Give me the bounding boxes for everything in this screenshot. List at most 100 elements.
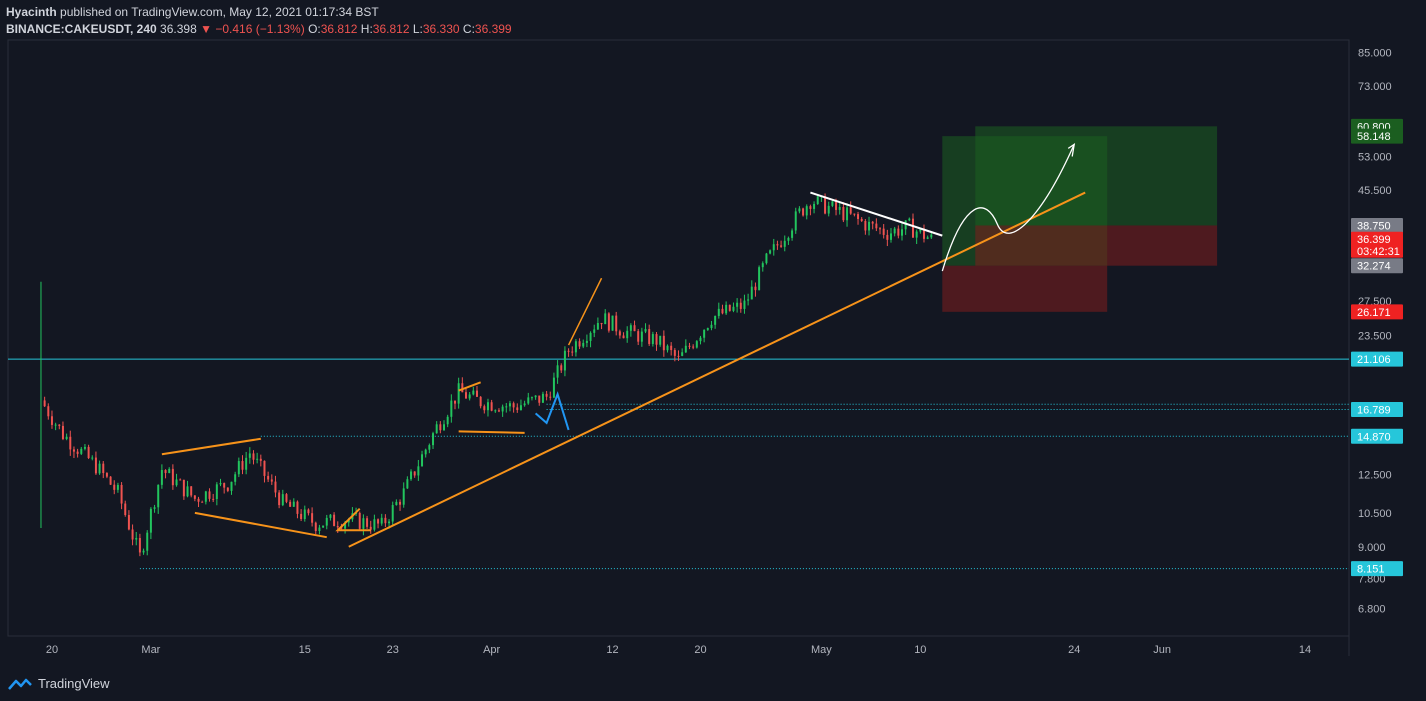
brand-name[interactable]: TradingView [38, 676, 110, 691]
candle-body [58, 424, 61, 426]
price-badge-bg [1351, 217, 1403, 233]
candle-body [149, 508, 152, 533]
candle-body [754, 286, 757, 291]
candle-body [523, 403, 526, 406]
candle-body [69, 436, 72, 450]
candle-body [50, 416, 53, 425]
y-tick-label: 12.500 [1358, 469, 1392, 481]
price-badge-bg [1351, 258, 1403, 274]
high-label: H: [360, 22, 373, 36]
candle-body [706, 328, 709, 330]
published-text: published on TradingView.com, May 12, 20… [60, 5, 379, 19]
candle-body [54, 424, 57, 426]
candle-body [571, 351, 574, 353]
candle-body [215, 484, 218, 500]
candle-body [648, 329, 651, 344]
x-tick-label: 10 [914, 644, 926, 656]
candle-body [549, 396, 552, 398]
candle-body [633, 325, 636, 332]
candle-body [292, 501, 295, 507]
candle-body [827, 205, 830, 214]
candle-body [237, 461, 240, 475]
candle-body [813, 204, 816, 209]
candle-body [116, 484, 119, 490]
candle-body [864, 220, 867, 231]
candle-body [787, 237, 790, 241]
projection-arrow-orange [567, 277, 603, 346]
candle-body [640, 331, 643, 342]
footer: TradingView [8, 676, 110, 691]
candle-body [758, 267, 761, 291]
projection-arrowhead [1067, 143, 1076, 157]
candle-body [377, 519, 380, 524]
candle-body [212, 498, 215, 500]
price-badge-bg [1351, 402, 1403, 418]
candle-body [567, 350, 570, 352]
flag-top-line [458, 381, 481, 392]
price-badge-bg [1351, 231, 1403, 258]
candle-body [87, 446, 90, 459]
candle-body [439, 424, 442, 431]
symbol-name[interactable]: BINANCE:CAKEUSDT, 240 [6, 22, 157, 36]
x-tick-label: Mar [141, 644, 160, 656]
price-badge-bg [1351, 561, 1403, 577]
candle-body [505, 406, 508, 408]
candle-body [483, 406, 486, 411]
x-tick-label: 20 [46, 644, 58, 656]
candle-body [552, 377, 555, 398]
candle-body [347, 519, 350, 523]
wedge-bottom-line [194, 511, 327, 539]
candle-body [637, 331, 640, 342]
candle-body [611, 315, 614, 331]
candle-body [714, 315, 717, 325]
author-name[interactable]: Hyacinth [6, 5, 57, 19]
y-tick-label: 9.000 [1358, 542, 1386, 554]
candle-body [527, 397, 530, 404]
candle-body [860, 218, 863, 221]
candle-body [380, 517, 383, 524]
candle-body [43, 400, 46, 407]
stop-zone-2 [975, 225, 1218, 266]
candle-body [915, 231, 918, 238]
price-badge-bg [1351, 351, 1403, 367]
price-badge: 38.750 [1351, 217, 1403, 233]
candle-body [589, 332, 592, 341]
candle-body [61, 425, 64, 440]
candle-body [582, 342, 585, 347]
candle-body [853, 213, 856, 215]
candle-body [446, 416, 449, 425]
x-tick-label: 20 [694, 644, 706, 656]
candle-body [65, 436, 68, 440]
wedge-top-line [161, 437, 261, 456]
candle-body [179, 479, 182, 481]
candle-body [783, 240, 786, 247]
candle-body [893, 228, 896, 234]
candle-body [289, 501, 292, 507]
candle-body [835, 201, 838, 210]
candle-body [908, 218, 911, 221]
candle-body [124, 503, 127, 516]
candle-body [318, 527, 321, 532]
candle-body [750, 286, 753, 300]
candle-body [98, 463, 101, 474]
price-badge-label: 32.274 [1357, 261, 1391, 273]
candle-body [501, 406, 504, 412]
candle-body [410, 471, 413, 480]
candle-body [684, 345, 687, 353]
candle-body [703, 329, 706, 338]
candle-body [219, 483, 222, 485]
candle-body [919, 228, 922, 232]
candle-body [366, 518, 369, 527]
candle-body [157, 484, 160, 508]
close-value: 36.399 [474, 22, 512, 36]
price-badge-label: 8.151 [1357, 564, 1385, 576]
candle-body [131, 529, 134, 540]
candle-body [311, 513, 314, 523]
candle-body [494, 410, 497, 412]
tradingview-logo-icon [8, 678, 32, 690]
candle-body [791, 230, 794, 238]
open-label: O: [308, 22, 321, 36]
price-badge: 26.171 [1351, 304, 1403, 320]
candle-body [226, 487, 229, 491]
